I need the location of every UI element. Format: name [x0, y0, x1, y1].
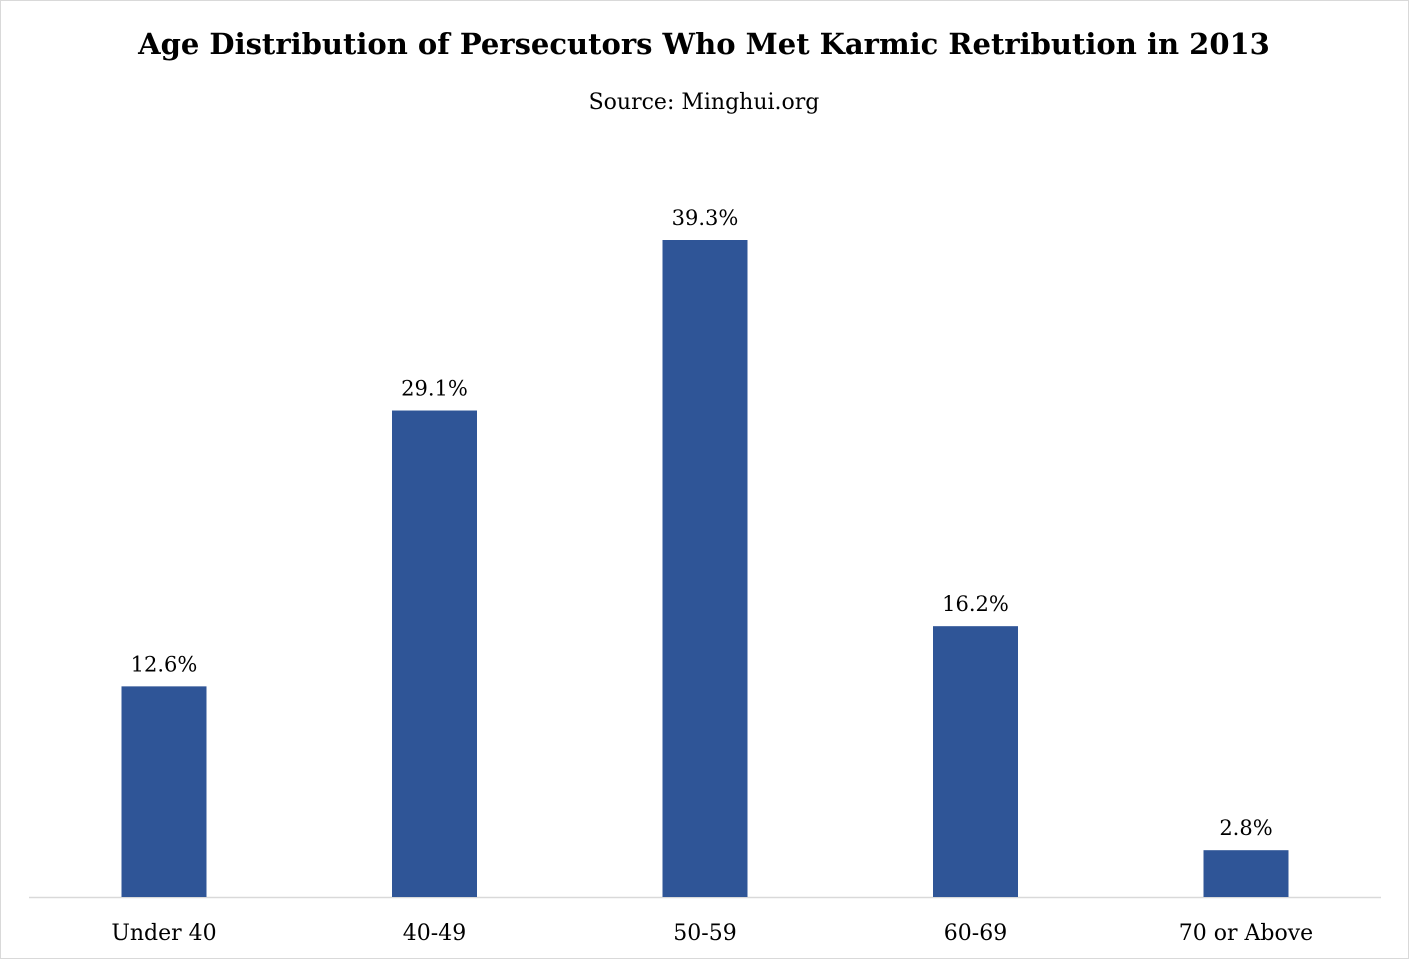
x-tick-label-0: Under 40 [111, 921, 216, 946]
x-tick-label-2: 50-59 [673, 921, 736, 946]
data-label-3: 16.2% [942, 592, 1009, 616]
bar-0 [121, 686, 207, 897]
plot-area: 12.6% Under 40 29.1% 40-49 39.3% 50-59 16.2% 60… [29, 206, 1381, 946]
data-label-0: 12.6% [131, 652, 198, 676]
bar-3 [933, 626, 1018, 897]
data-label-4: 2.8% [1219, 816, 1272, 840]
bar-2 [662, 240, 748, 897]
chart-title: Age Distribution of Persecutors Who Met … [137, 27, 1270, 61]
x-tick-label-1: 40-49 [403, 921, 466, 946]
bar-4 [1203, 850, 1289, 897]
x-tick-label-3: 60-69 [944, 921, 1007, 946]
chart-subtitle: Source: Minghui.org [589, 90, 820, 115]
bar-1 [392, 410, 477, 897]
x-tick-label-4: 70 or Above [1179, 921, 1313, 946]
data-label-1: 29.1% [401, 377, 468, 401]
data-label-2: 39.3% [672, 206, 739, 230]
